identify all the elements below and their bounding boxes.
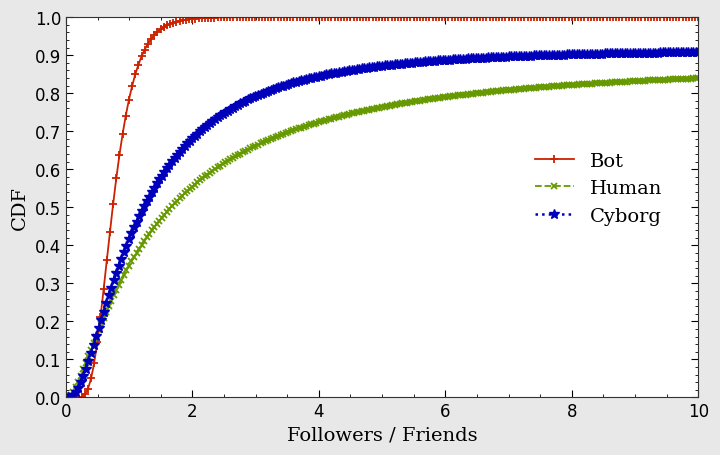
Bot [365,15,374,21]
Line: Human: Human [63,76,702,401]
Human [271,135,280,141]
Line: Cyborg: Cyborg [61,48,703,403]
Bot [313,15,322,21]
Human [313,121,322,126]
Cyborg [187,136,196,142]
Cyborg [694,50,703,56]
Cyborg [271,86,280,91]
Human [445,95,454,100]
Cyborg [665,51,674,56]
Cyborg [313,75,322,80]
Bot [694,15,703,21]
Bot [62,395,71,400]
Human [187,185,196,190]
Bot [271,15,280,21]
Bot [445,15,454,21]
Human [694,76,703,82]
Human [62,395,71,400]
Bot [665,15,674,21]
Bot [187,17,196,23]
Line: Bot: Bot [62,14,703,402]
Y-axis label: CDF: CDF [11,186,29,230]
Human [365,107,374,113]
Cyborg [62,395,71,400]
Cyborg [445,58,454,63]
Legend: Bot, Human, Cyborg: Bot, Human, Cyborg [527,144,670,233]
X-axis label: Followers / Friends: Followers / Friends [287,426,477,444]
Human [665,77,674,83]
Cyborg [365,66,374,71]
